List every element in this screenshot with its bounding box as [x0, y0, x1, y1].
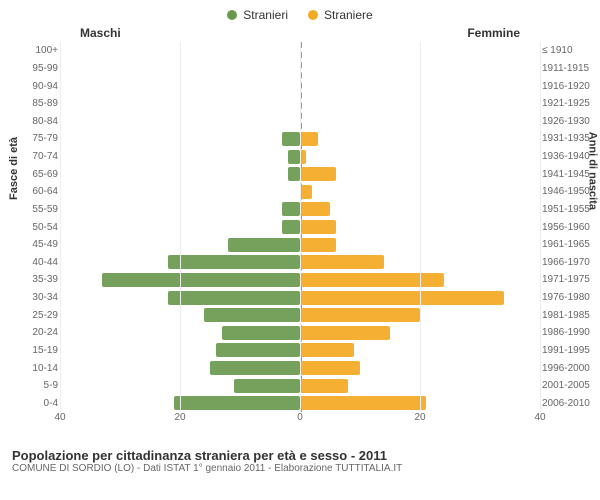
bar-female — [300, 361, 360, 375]
bar-male — [222, 326, 300, 340]
birth-label: 1971-1975 — [542, 274, 596, 285]
bar-female — [300, 220, 336, 234]
x-gridline — [60, 42, 61, 412]
birth-label: 1926-1930 — [542, 116, 596, 127]
bar-female — [300, 308, 420, 322]
bar-female — [300, 343, 354, 357]
bar-female — [300, 273, 444, 287]
birth-label: 1941-1945 — [542, 169, 596, 180]
bar-female — [300, 396, 426, 410]
age-label: 10-14 — [18, 363, 58, 374]
age-label: 25-29 — [18, 310, 58, 321]
bar-male — [168, 255, 300, 269]
age-label: 35-39 — [18, 274, 58, 285]
birth-label: 2001-2005 — [542, 380, 596, 391]
x-tick-label: 0 — [297, 412, 303, 423]
caption-sub: COMUNE DI SORDIO (LO) - Dati ISTAT 1° ge… — [12, 463, 588, 474]
age-label: 100+ — [18, 45, 58, 56]
age-label: 65-69 — [18, 169, 58, 180]
age-label: 60-64 — [18, 186, 58, 197]
bar-male — [102, 273, 300, 287]
age-label: 85-89 — [18, 98, 58, 109]
age-label: 55-59 — [18, 204, 58, 215]
age-label: 80-84 — [18, 116, 58, 127]
age-label: 40-44 — [18, 257, 58, 268]
bar-male — [282, 220, 300, 234]
age-label: 75-79 — [18, 133, 58, 144]
x-tick-label: 40 — [534, 412, 545, 423]
legend-label-male: Stranieri — [243, 8, 288, 22]
birth-label: 1916-1920 — [542, 81, 596, 92]
birth-label: 1921-1925 — [542, 98, 596, 109]
birth-label: 1931-1935 — [542, 133, 596, 144]
x-tick-label: 20 — [174, 412, 185, 423]
age-label: 0-4 — [18, 398, 58, 409]
birth-label: 1986-1990 — [542, 327, 596, 338]
bar-female — [300, 326, 390, 340]
birth-label: 1946-1950 — [542, 186, 596, 197]
bar-female — [300, 185, 312, 199]
birth-label: 1976-1980 — [542, 292, 596, 303]
age-label: 5-9 — [18, 380, 58, 391]
x-gridline — [420, 42, 421, 412]
bar-female — [300, 291, 504, 305]
birth-label: 1956-1960 — [542, 222, 596, 233]
bar-male — [288, 167, 300, 181]
header-left: Maschi — [80, 26, 121, 40]
birth-label: 1991-1995 — [542, 345, 596, 356]
bar-female — [300, 238, 336, 252]
legend-dot-female — [308, 10, 318, 20]
bar-male — [228, 238, 300, 252]
x-gridline — [180, 42, 181, 412]
x-tick-label: 40 — [54, 412, 65, 423]
bar-female — [300, 379, 348, 393]
bar-male — [216, 343, 300, 357]
bar-male — [210, 361, 300, 375]
header-right: Femmine — [467, 26, 520, 40]
caption: Popolazione per cittadinanza straniera p… — [0, 442, 600, 476]
x-gridline — [300, 42, 301, 412]
age-label: 95-99 — [18, 63, 58, 74]
birth-label: 1966-1970 — [542, 257, 596, 268]
age-label: 70-74 — [18, 151, 58, 162]
x-gridline — [540, 42, 541, 412]
bar-female — [300, 132, 318, 146]
birth-label: 1936-1940 — [542, 151, 596, 162]
x-tick-label: 20 — [414, 412, 425, 423]
legend-dot-male — [227, 10, 237, 20]
bar-male — [174, 396, 300, 410]
legend: Stranieri Straniere — [0, 0, 600, 26]
bar-male — [282, 202, 300, 216]
bar-female — [300, 255, 384, 269]
population-pyramid-chart: Stranieri Straniere Maschi Femmine Fasce… — [0, 0, 600, 500]
birth-label: ≤ 1910 — [542, 45, 596, 56]
age-label: 15-19 — [18, 345, 58, 356]
birth-label: 1911-1915 — [542, 63, 596, 74]
plot-area: 100+≤ 191095-991911-191590-941916-192085… — [60, 42, 540, 442]
birth-label: 1981-1985 — [542, 310, 596, 321]
bar-male — [288, 150, 300, 164]
birth-label: 1961-1965 — [542, 239, 596, 250]
birth-label: 1996-2000 — [542, 363, 596, 374]
bar-female — [300, 202, 330, 216]
age-label: 30-34 — [18, 292, 58, 303]
age-label: 20-24 — [18, 327, 58, 338]
legend-item-male: Stranieri — [227, 8, 288, 22]
age-label: 45-49 — [18, 239, 58, 250]
caption-title: Popolazione per cittadinanza straniera p… — [12, 448, 588, 463]
bar-male — [168, 291, 300, 305]
age-label: 50-54 — [18, 222, 58, 233]
legend-item-female: Straniere — [308, 8, 373, 22]
bar-male — [234, 379, 300, 393]
bar-male — [282, 132, 300, 146]
age-label: 90-94 — [18, 81, 58, 92]
legend-label-female: Straniere — [324, 8, 373, 22]
birth-label: 2006-2010 — [542, 398, 596, 409]
bar-male — [204, 308, 300, 322]
bar-female — [300, 167, 336, 181]
birth-label: 1951-1955 — [542, 204, 596, 215]
x-axis: 402002040 — [60, 412, 540, 442]
header-row: Maschi Femmine — [0, 26, 600, 42]
